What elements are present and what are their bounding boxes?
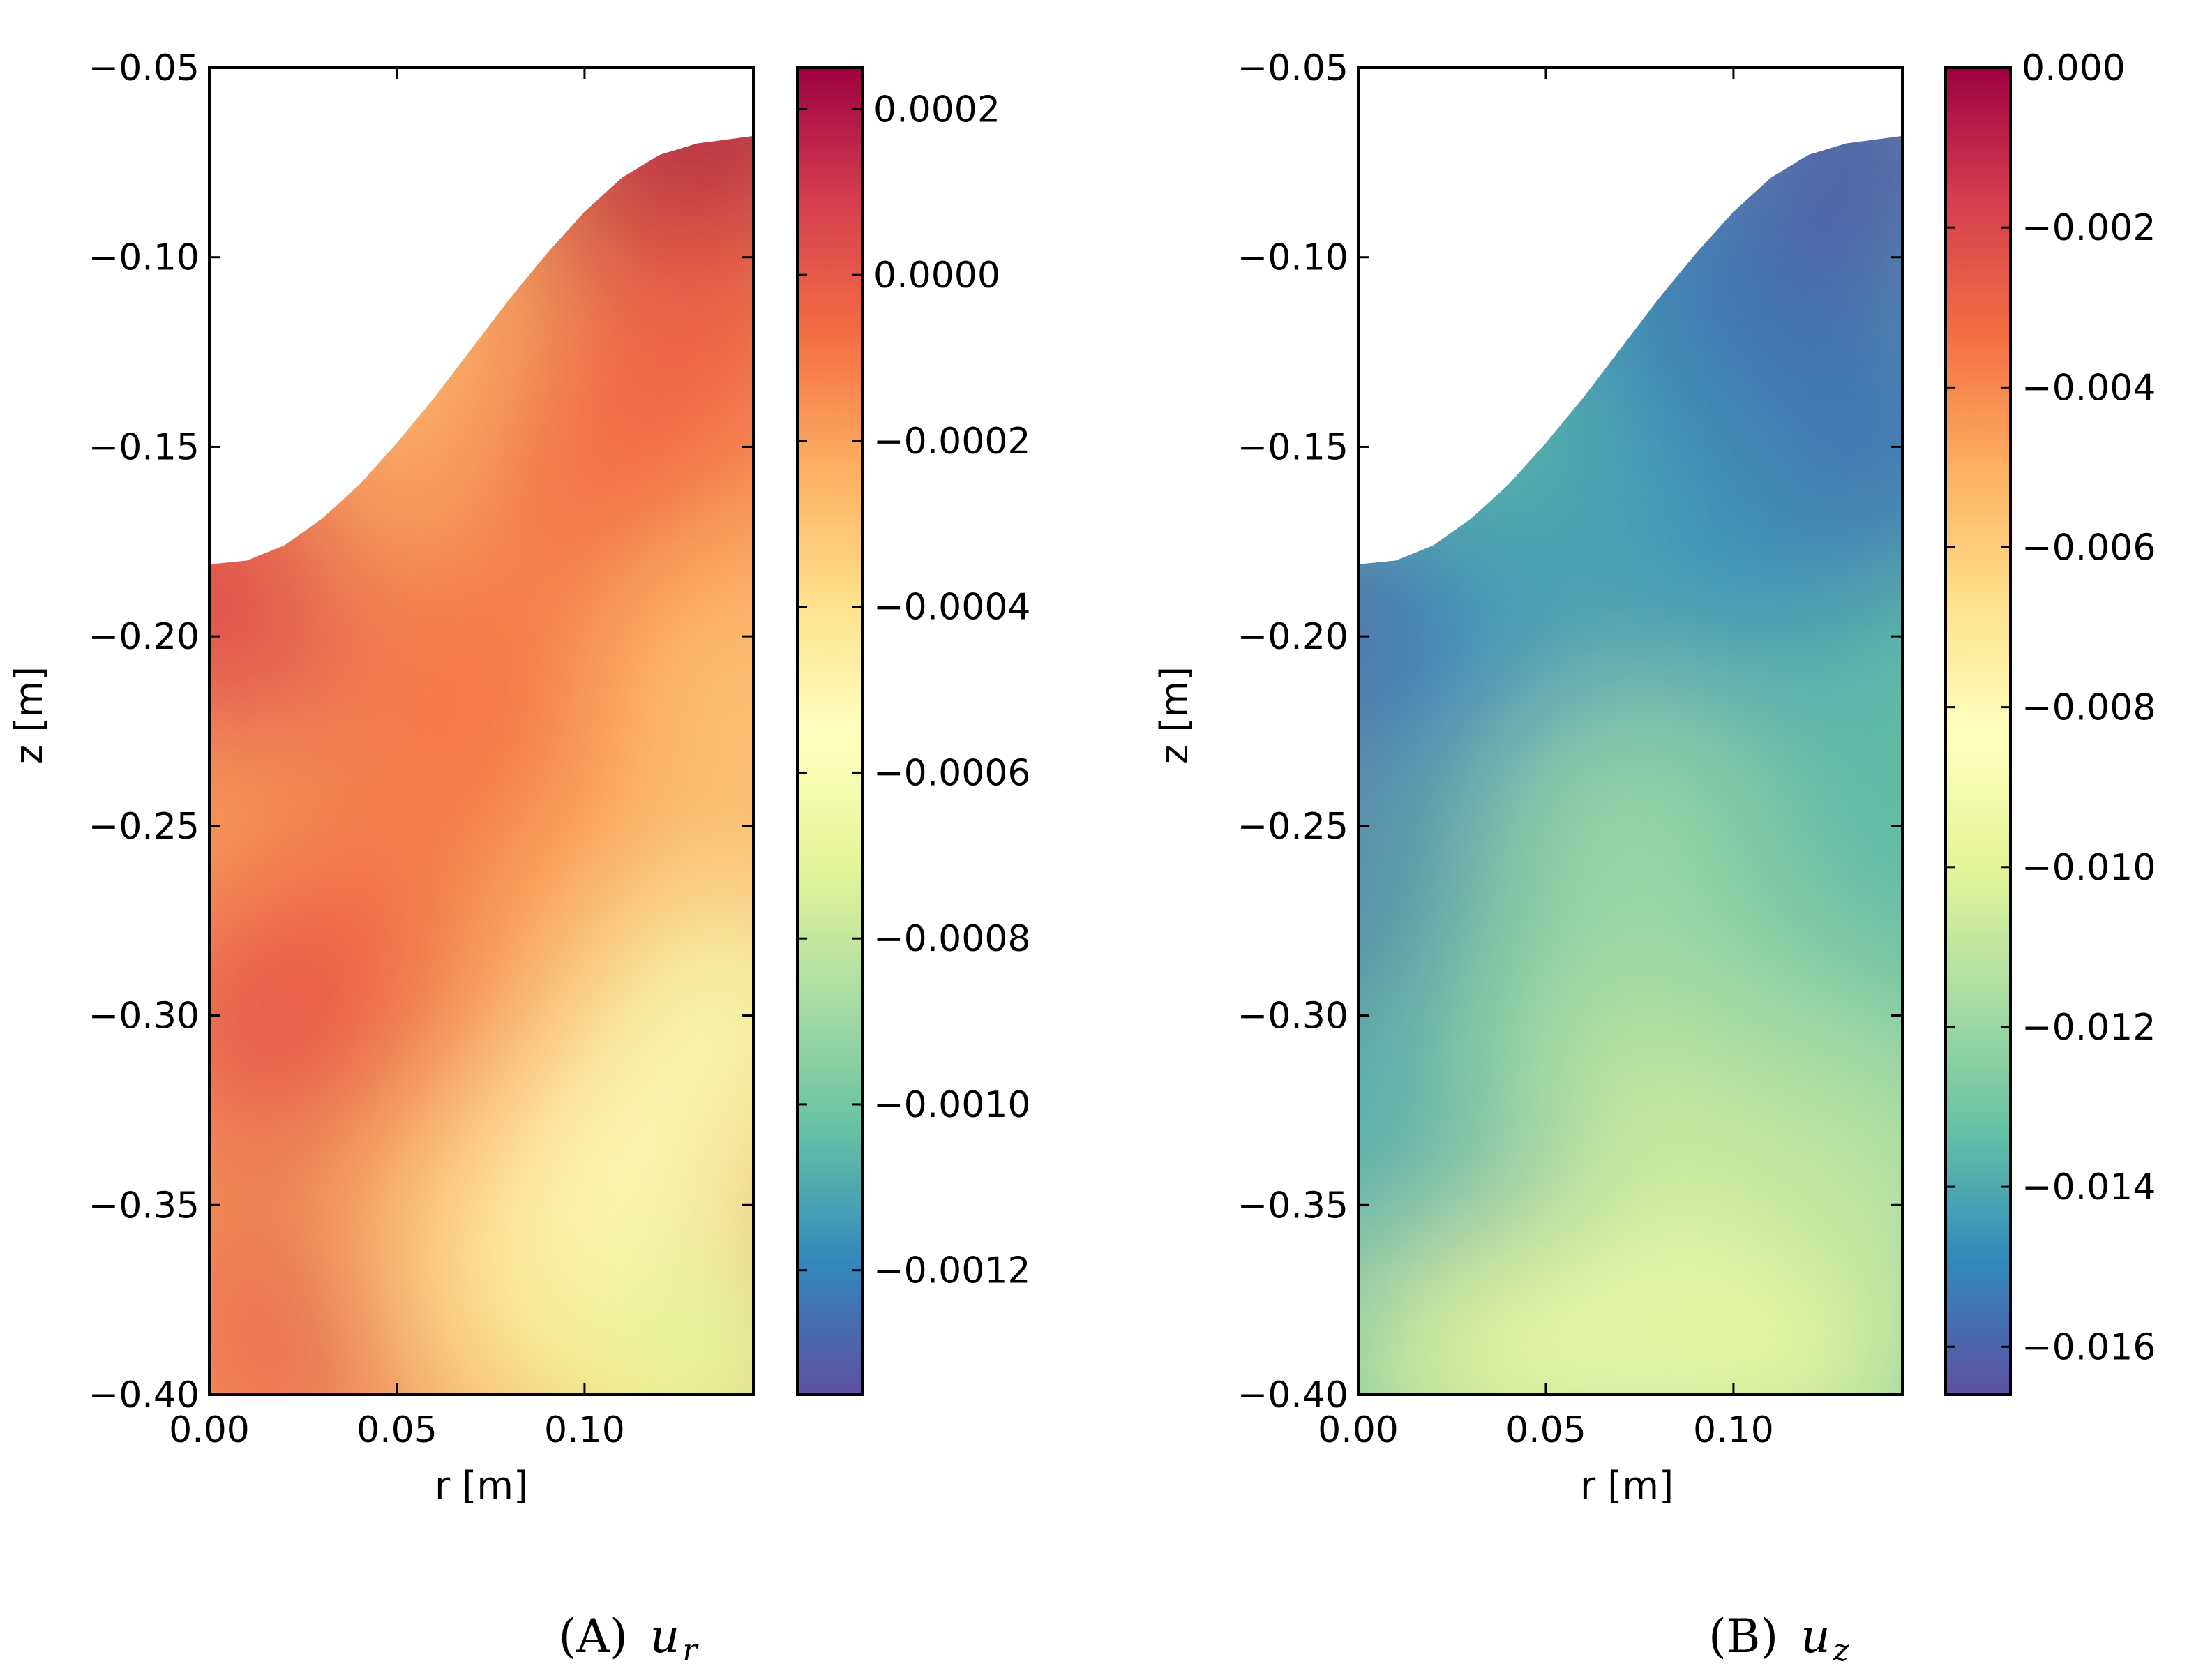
y-tick-label: −0.30 xyxy=(89,996,200,1037)
panel-a-caption-sub: r xyxy=(682,1633,699,1668)
panel-a-caption-letter: (A) xyxy=(559,1610,628,1663)
x-tick-label: 0.05 xyxy=(356,1409,437,1451)
y-tick-label: −0.30 xyxy=(1238,996,1348,1037)
y-tick-label: −0.35 xyxy=(89,1185,200,1227)
y-tick-label: −0.20 xyxy=(1238,616,1348,658)
field-area xyxy=(1358,135,1902,1395)
panel-a-caption-var: u xyxy=(650,1610,680,1663)
panel-b: 0.00 0.05 0.10 −0.05 −0.10 −0.15 −0.20 −0.25 −0.… xyxy=(1238,47,2156,1451)
colorbar-tick-label: −0.010 xyxy=(2022,847,2156,889)
field-sample xyxy=(546,1243,753,1395)
panel-b-xlabel: r [m] xyxy=(1580,1464,1674,1508)
panel-a-xlabel: r [m] xyxy=(435,1464,528,1508)
y-tick-label: −0.15 xyxy=(89,426,200,468)
field-sample xyxy=(1751,693,1902,959)
panel-b-caption-letter: (B) xyxy=(1708,1610,1778,1663)
y-tick-label: −0.10 xyxy=(1238,237,1348,279)
panel-b-ylabel: z [m] xyxy=(1152,666,1196,764)
x-tick-label: 0.00 xyxy=(1318,1409,1399,1451)
colorbar-tick-label: −0.002 xyxy=(2022,207,2156,249)
panel-a: 0.00 0.05 0.10 −0.05 −0.10 −0.15 −0.20 −0.25 −0.… xyxy=(89,47,1031,1451)
x-tick-label: 0.10 xyxy=(1693,1409,1774,1451)
colorbar-tick-label: −0.006 xyxy=(2022,527,2156,569)
colorbar-tick-label: −0.004 xyxy=(2022,367,2156,409)
colorbar-tick-label: 0.0000 xyxy=(873,255,1000,297)
panel-b-caption-sub: z xyxy=(1833,1633,1850,1668)
colorbar-tick-label: −0.0004 xyxy=(873,587,1031,629)
field-sample xyxy=(602,579,753,845)
y-tick-label: −0.05 xyxy=(89,47,200,89)
y-tick-label: −0.05 xyxy=(1238,47,1348,89)
y-tick-label: −0.20 xyxy=(89,616,200,658)
field-sample xyxy=(377,579,642,845)
axes-frame xyxy=(208,66,755,1396)
colorbar-tick-label: −0.012 xyxy=(2022,1007,2156,1049)
colorbar-gradient xyxy=(1944,66,2012,1396)
colorbar: 0.000 −0.002 −0.004 −0.006 −0.008 −0.010 −0.01… xyxy=(1944,47,2156,1396)
y-tick-label: −0.15 xyxy=(1238,426,1348,468)
y-tick-label: −0.40 xyxy=(1238,1374,1348,1416)
x-tick-label: 0.10 xyxy=(544,1409,625,1451)
colorbar-tick-label: −0.0002 xyxy=(873,421,1031,463)
panel-a-caption: (A) u r xyxy=(559,1610,700,1668)
colorbar-tick-label: −0.0012 xyxy=(873,1250,1031,1292)
colorbar-tick-label: −0.0010 xyxy=(873,1084,1031,1126)
colorbar-tick-label: 0.000 xyxy=(2022,47,2126,89)
y-tick-label: −0.25 xyxy=(89,806,200,848)
colorbar-tick-label: −0.0006 xyxy=(873,752,1031,794)
colorbar: 0.0002 0.0000 −0.0002 −0.0004 −0.0006 −0.0008… xyxy=(796,66,1031,1396)
y-tick-label: −0.35 xyxy=(1238,1185,1348,1227)
field-sample xyxy=(1751,1034,1902,1300)
colorbar-tick-label: −0.0008 xyxy=(873,918,1031,960)
colorbar-tick-label: −0.014 xyxy=(2022,1167,2156,1208)
panel-b-caption-var: u xyxy=(1800,1610,1830,1663)
y-tick-label: −0.10 xyxy=(89,237,200,279)
colorbar-gradient xyxy=(796,66,864,1396)
colorbar-tick-label: 0.0002 xyxy=(873,89,1000,130)
y-tick-label: −0.25 xyxy=(1238,806,1348,848)
field-sample xyxy=(264,807,529,1072)
field-sample xyxy=(1751,314,1902,580)
field-sample xyxy=(602,883,753,1148)
field-sample xyxy=(564,200,753,466)
x-tick-label: 0.05 xyxy=(1505,1409,1586,1451)
colorbar-tick-label: −0.016 xyxy=(2022,1326,2156,1368)
panel-a-ylabel: z [m] xyxy=(7,666,51,764)
x-tick-label: 0.00 xyxy=(169,1409,250,1451)
field-samples xyxy=(1358,135,1902,1395)
field-sample xyxy=(1732,135,1902,276)
panel-b-caption: (B) u z xyxy=(1708,1610,1850,1668)
axes-frame xyxy=(1357,66,1904,1396)
y-tick-label: −0.40 xyxy=(89,1374,200,1416)
colorbar-tick-label: −0.008 xyxy=(2022,687,2156,729)
